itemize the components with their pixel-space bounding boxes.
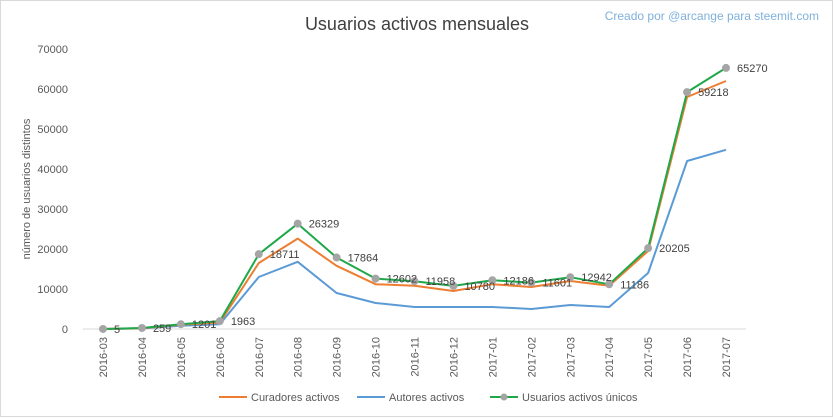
data-label: 12186 <box>503 275 534 287</box>
data-point-marker <box>176 320 185 329</box>
y-tick-label: 70000 <box>37 44 68 56</box>
data-point-marker <box>293 219 302 228</box>
x-tick-label: 2016-05 <box>176 337 188 377</box>
data-label: 10780 <box>464 281 495 293</box>
x-tick-label: 2017-03 <box>565 337 577 377</box>
y-tick-label: 50000 <box>37 124 68 136</box>
data-point-marker <box>683 88 692 97</box>
y-tick-label: 60000 <box>37 84 68 96</box>
series-line-1 <box>102 148 727 330</box>
x-tick-label: 2016-07 <box>254 337 266 377</box>
data-label: 1963 <box>231 316 255 328</box>
data-point-marker <box>449 281 458 290</box>
legend-marker <box>500 393 508 401</box>
data-label: 12942 <box>581 272 612 284</box>
legend-label: Autores activos <box>389 392 465 404</box>
x-tick-label: 2017-07 <box>721 337 733 377</box>
chart-title: Usuarios activos mensuales <box>305 14 529 34</box>
data-point-marker <box>722 63 730 72</box>
data-point-marker <box>644 244 653 253</box>
data-point-marker <box>410 277 419 286</box>
y-tick-label: 40000 <box>37 164 68 176</box>
data-labels: 5 259 1201 1963 18711 26329 17864 12602 11958 107… <box>114 63 768 336</box>
data-label: 17864 <box>348 253 379 265</box>
credit-text: Creado por @arcange para steemit.com <box>605 9 819 23</box>
data-point-marker <box>488 276 497 285</box>
data-label: 11601 <box>542 278 572 290</box>
data-point-marker <box>605 280 614 289</box>
data-label: 65270 <box>737 63 768 75</box>
data-point-marker <box>137 323 146 332</box>
x-tick-label: 2017-02 <box>526 337 538 377</box>
data-label: 18711 <box>270 249 300 261</box>
x-tick-label: 2016-12 <box>448 337 460 377</box>
x-tick-label: 2016-06 <box>215 337 227 377</box>
chart-legend: Curadores activos Autores activos Usuarios… <box>219 392 638 404</box>
data-label: 5 <box>114 324 120 336</box>
axes: 0 10000 20000 30000 40000 50000 60000 70000 2016… <box>37 44 746 377</box>
x-tick-label: 2016-09 <box>332 337 344 377</box>
x-tick-label: 2016-04 <box>137 337 149 377</box>
data-label: 59218 <box>698 87 729 99</box>
x-tick-label: 2016-11 <box>410 337 422 377</box>
y-tick-label: 0 <box>62 324 68 336</box>
data-markers <box>99 63 730 333</box>
y-axis-label: número de usuarios distintos <box>21 118 33 259</box>
data-label: 11186 <box>620 279 649 291</box>
data-label: 11958 <box>426 276 456 288</box>
data-point-marker <box>99 324 107 333</box>
data-label: 1201 <box>192 319 216 331</box>
data-point-marker <box>566 273 575 282</box>
y-tick-label: 10000 <box>37 284 68 296</box>
data-point-marker <box>254 250 263 259</box>
x-tick-label: 2017-04 <box>604 337 616 377</box>
data-point-marker <box>527 278 536 287</box>
x-tick-label: 2017-01 <box>487 337 499 377</box>
data-label: 12602 <box>387 274 418 286</box>
legend-label: Usuarios activos únicos <box>522 392 638 404</box>
legend-label: Curadores activos <box>251 392 340 404</box>
data-label: 20205 <box>659 243 690 255</box>
x-tick-label: 2016-10 <box>371 337 383 377</box>
series-line-0 <box>102 80 727 330</box>
data-point-marker <box>332 253 341 262</box>
data-point-marker <box>215 317 224 326</box>
x-tick-label: 2017-06 <box>682 337 694 377</box>
x-tick-label: 2016-03 <box>98 337 110 377</box>
data-point-marker <box>371 274 380 283</box>
data-label: 26329 <box>309 219 340 231</box>
y-tick-label: 20000 <box>37 244 68 256</box>
x-tick-label: 2017-05 <box>643 337 655 377</box>
x-tick-label: 2016-08 <box>293 337 305 377</box>
data-label: 259 <box>153 323 171 335</box>
y-tick-label: 30000 <box>37 204 68 216</box>
